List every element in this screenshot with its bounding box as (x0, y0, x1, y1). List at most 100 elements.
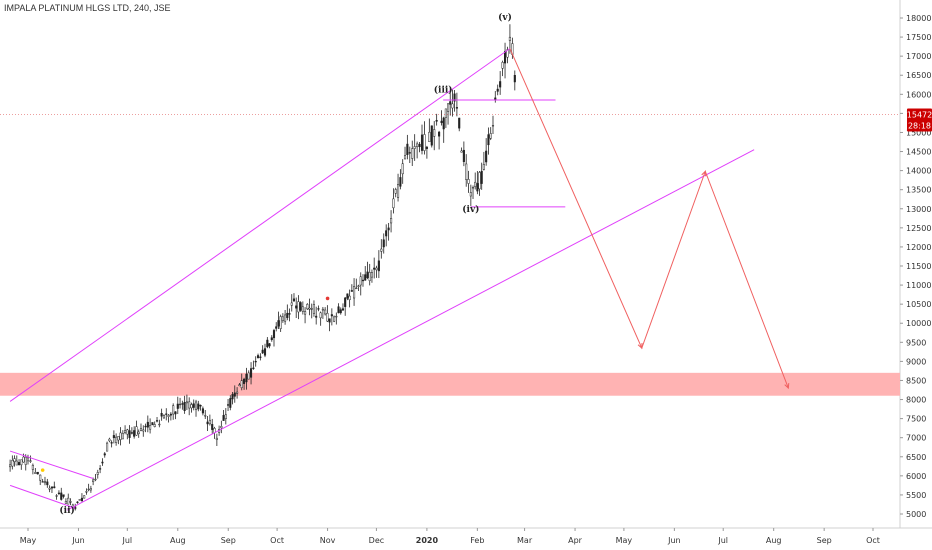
x-tick-label: Jun (667, 536, 681, 545)
candle-body (425, 146, 428, 149)
candle-body (128, 430, 131, 438)
y-tick-label: 14500 (906, 148, 931, 157)
candle-body (130, 432, 133, 434)
candle-body (199, 404, 202, 407)
candle-body (151, 422, 154, 426)
candle-body (188, 401, 191, 409)
candle-body (272, 330, 276, 339)
candle-body (330, 314, 333, 317)
candle-body (401, 163, 404, 175)
candle-body (467, 179, 470, 184)
candle-body (117, 436, 120, 441)
candle-body (373, 267, 376, 270)
candle-body (366, 271, 369, 279)
candle-body (146, 421, 149, 428)
candle-body (153, 424, 156, 427)
candle-body (176, 403, 179, 409)
candle-body (34, 472, 37, 474)
candle-body (346, 293, 349, 299)
candle-body (270, 337, 273, 341)
x-tick-label: May (20, 536, 37, 545)
candle-body (513, 74, 516, 83)
candle-body (399, 177, 402, 187)
candle-body (247, 372, 250, 380)
wave-label: (iii) (434, 84, 453, 95)
candle-body (453, 93, 456, 102)
candle-body (361, 279, 365, 282)
y-tick-label: 5500 (906, 491, 926, 500)
candle-body (165, 413, 168, 415)
x-tick-label: Oct (270, 536, 284, 545)
candle-body (240, 380, 243, 388)
projection-arrowhead (784, 383, 790, 390)
candle-body (408, 152, 411, 154)
candle-body (333, 316, 336, 322)
candle-body (444, 108, 447, 118)
candle-body (491, 125, 495, 127)
candle-body (341, 308, 345, 311)
candle-body (382, 239, 385, 248)
candle-body (101, 461, 104, 464)
last-price-value: 15472 (907, 110, 932, 119)
y-tick-label: 12000 (906, 243, 931, 252)
candle-body (499, 81, 502, 88)
candle-body (281, 316, 284, 322)
candle-body (503, 51, 507, 64)
candle-body (339, 309, 342, 314)
candle-body (43, 480, 47, 484)
y-tick-label: 6500 (906, 453, 926, 462)
candle-body (328, 318, 331, 323)
y-tick-label: 18000 (906, 14, 931, 23)
candle-body (310, 308, 313, 310)
candle-body (435, 120, 438, 122)
candle-body (485, 150, 488, 163)
y-tick-label: 13000 (906, 205, 931, 214)
candle-body (397, 184, 400, 198)
y-tick-label: 17500 (906, 33, 931, 42)
x-tick-label: Feb (470, 536, 484, 545)
candle-body (64, 501, 67, 504)
bar-countdown: 28:18 (908, 121, 931, 130)
x-tick-label: Dec (369, 536, 384, 545)
candle-body (377, 260, 380, 272)
candle-body (337, 306, 340, 314)
x-tick-label: Nov (320, 536, 336, 545)
x-tick-label: 2020 (416, 536, 439, 545)
candle-body (256, 355, 260, 359)
candle-body (428, 131, 431, 143)
candle-body (13, 458, 16, 462)
candle-body (9, 464, 12, 468)
candle-body (348, 295, 351, 301)
candle-body (80, 497, 83, 502)
candle-body (190, 404, 193, 409)
candle-body (460, 150, 463, 153)
candle-body (110, 442, 113, 444)
candle-body (41, 481, 44, 483)
candle-body (254, 360, 257, 363)
candle-body (380, 248, 383, 252)
x-tick-label: Jul (717, 536, 728, 545)
candle-body (142, 429, 145, 432)
candle-body (233, 392, 236, 397)
candle-body (83, 495, 86, 499)
y-tick-label: 17000 (906, 52, 931, 61)
candle-body (418, 143, 421, 148)
support-zone (0, 372, 900, 396)
candle-body (39, 474, 42, 481)
candle-body (286, 312, 289, 318)
candle-body (411, 148, 414, 159)
last-price-tag (907, 108, 932, 132)
candle-body (403, 155, 407, 160)
y-tick-label: 16500 (906, 71, 931, 80)
candle-body (62, 494, 65, 497)
candle-body (252, 367, 255, 369)
candle-body (295, 305, 298, 309)
y-tick-label: 11000 (906, 281, 931, 290)
candle-body (192, 403, 195, 408)
candle-body (261, 349, 264, 354)
candle-body (321, 308, 324, 311)
candle-body (353, 286, 356, 299)
candle-body (17, 462, 21, 466)
